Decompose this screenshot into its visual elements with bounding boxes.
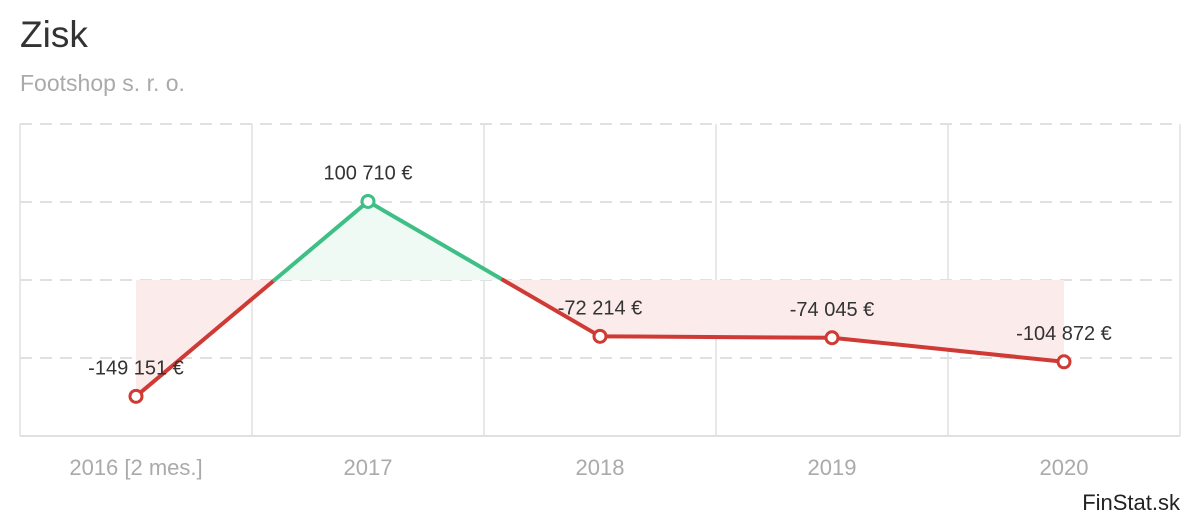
data-point-4 xyxy=(1056,354,1072,370)
data-label-3: -74 045 € xyxy=(790,299,875,321)
point-layer xyxy=(128,193,1072,404)
x-tick-label-1: 2017 xyxy=(344,455,393,480)
data-label-4: -104 872 € xyxy=(1016,323,1112,345)
data-point-1 xyxy=(360,193,376,209)
area-fill-4 xyxy=(600,280,832,338)
x-tick-label-0: 2016 [2 mes.] xyxy=(69,455,202,480)
label-layer: -149 151 € 100 710 € -72 214 € -74 045 € -10… xyxy=(88,162,1112,379)
line-layer xyxy=(134,199,1066,399)
chart-subtitle: Footshop s. r. o. xyxy=(20,70,185,96)
data-point-0 xyxy=(128,388,144,404)
area-fill-5 xyxy=(832,280,1064,362)
line-segment-1 xyxy=(272,199,370,282)
tick-layer: 2016 [2 mes.] 2017 2018 2019 2020 xyxy=(69,455,1088,480)
x-tick-label-2: 2018 xyxy=(576,455,625,480)
data-label-1: 100 710 € xyxy=(324,162,413,184)
line-segment-0 xyxy=(134,278,277,399)
line-segment-5 xyxy=(830,335,1066,364)
data-point-3 xyxy=(824,330,840,346)
chart-title: Zisk xyxy=(20,14,88,55)
data-point-2 xyxy=(592,328,608,344)
line-segment-2 xyxy=(366,199,506,282)
line-segment-4 xyxy=(598,334,834,340)
finstat-brand[interactable]: FinStat.sk xyxy=(1082,490,1180,515)
data-label-0: -149 151 € xyxy=(88,357,184,379)
line-segment-3 xyxy=(501,278,602,339)
x-tick-label-3: 2019 xyxy=(808,455,857,480)
x-tick-label-4: 2020 xyxy=(1040,455,1089,480)
data-label-2: -72 214 € xyxy=(558,297,643,319)
